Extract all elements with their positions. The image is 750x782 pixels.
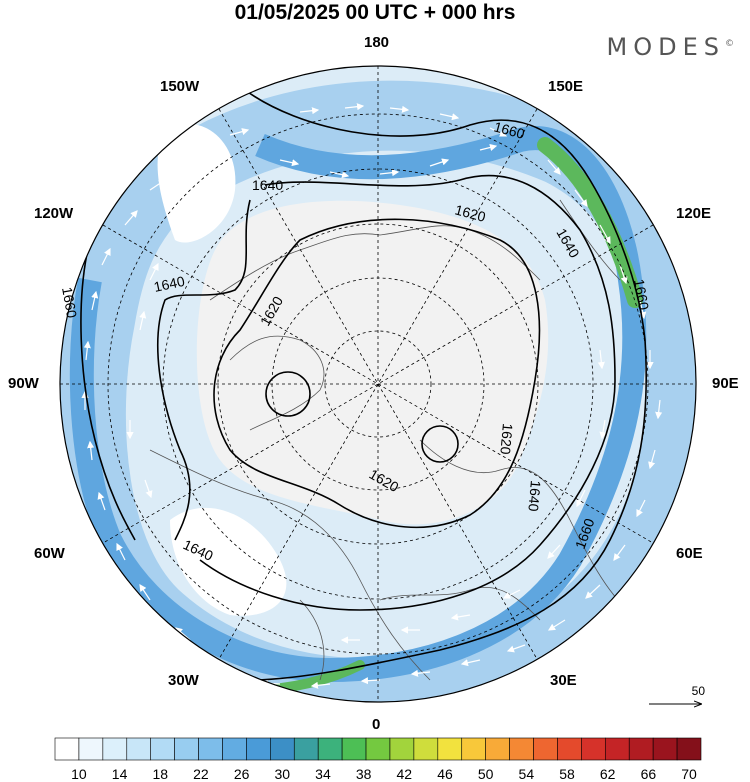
reference-vector-arrow [649, 697, 705, 711]
colorbar-swatch [174, 737, 199, 761]
colorbar-swatch [509, 737, 534, 761]
contour-1640-north [199, 174, 616, 611]
colorbar-tick-label: 62 [599, 766, 616, 782]
colorbar-tick-label: 26 [233, 766, 250, 782]
contour-label: 1660 [631, 278, 652, 312]
geopotential-contours [80, 89, 647, 681]
colorbar-swatch [581, 737, 606, 761]
lon-label-30e: 30E [550, 672, 577, 689]
map-boundary [59, 65, 697, 703]
colorbar-swatch [78, 737, 104, 761]
reference-vector-label: 50 [691, 684, 705, 698]
colorbar-tick-label: 54 [518, 766, 535, 782]
colorbar-swatch [652, 737, 678, 761]
map-disk [60, 66, 696, 702]
map-title: 01/05/2025 00 UTC + 000 hrs [234, 1, 516, 24]
colorbar-swatch [485, 737, 510, 761]
colorbar-swatch [102, 737, 128, 761]
lon-label-30w: 30W [168, 672, 199, 689]
coastlines [149, 199, 641, 681]
jet-stream-ring-strong [69, 126, 647, 683]
closed-low-canada [265, 371, 311, 417]
brand-name: MODES [606, 33, 725, 61]
closed-low-siberia [421, 425, 459, 463]
colorbar-swatch [126, 737, 152, 761]
colorbar-tick-label: 14 [111, 766, 128, 782]
colorbar-tick-label: 22 [193, 766, 209, 782]
lon-label-180: 180 [364, 34, 390, 51]
colorbar-swatch [389, 737, 415, 761]
colorbar-tick-label: 66 [640, 766, 657, 782]
contour-1660-north [244, 89, 647, 681]
colorbar-swatch [293, 737, 319, 761]
wind-speed-colorbar [54, 737, 702, 761]
lon-label-120w: 120W [34, 205, 74, 222]
colorbar-tick-label: 46 [437, 766, 453, 782]
lon-label-150e: 150E [548, 78, 584, 95]
lon-label-120e: 120E [676, 205, 712, 222]
colorbar-tick-label: 58 [559, 766, 575, 782]
colorbar-tick-label: 42 [396, 766, 413, 782]
colorbar-swatch [54, 737, 80, 761]
colorbar-tick-label: 18 [152, 766, 169, 782]
colorbar-tick-label: 34 [315, 766, 331, 782]
contour-label: 1620 [497, 423, 516, 456]
wind-vectors [81, 103, 663, 689]
colorbar-swatch [198, 737, 223, 761]
low-wind-region [196, 200, 549, 525]
colorbar-swatch [437, 737, 463, 761]
brand-mark: © [725, 39, 734, 49]
colorbar-swatch [413, 737, 439, 761]
colorbar-swatch [604, 737, 630, 761]
lon-label-90e: 90E [712, 375, 739, 392]
colorbar-swatch [246, 737, 271, 761]
graticule [60, 66, 696, 702]
lon-label-60w: 60W [34, 545, 65, 562]
colorbar-tick-label: 38 [355, 766, 372, 782]
lon-label-60e: 60E [676, 545, 703, 562]
colorbar-tick-label: 70 [681, 766, 697, 782]
calm-pocket-pacific [157, 123, 236, 243]
contour-1640-west [157, 199, 251, 541]
contour-1660-west [80, 239, 136, 541]
colorbar-swatch [628, 737, 654, 761]
colorbar-swatch [461, 737, 486, 761]
lon-label-150w: 150W [160, 78, 200, 95]
colorbar-swatch [365, 737, 391, 761]
colorbar-tick-label: 10 [71, 766, 87, 782]
colorbar-swatch [317, 737, 343, 761]
colorbar-swatch [222, 737, 247, 761]
contour-1620 [213, 218, 541, 529]
contour-label: 1660 [492, 118, 526, 142]
lon-label-90w: 90W [8, 375, 39, 392]
jet-core [537, 137, 643, 308]
contour-label: 1640 [252, 177, 283, 193]
colorbar-swatch [270, 737, 295, 761]
colorbar-swatch [557, 737, 582, 761]
colorbar-swatch [341, 737, 367, 761]
colorbar-tick-label: 50 [477, 766, 494, 782]
contour-label: 1640 [525, 480, 544, 513]
calm-pocket-atlantic [170, 507, 287, 616]
contour-label: 1640 [152, 273, 186, 295]
lon-label-0: 0 [372, 716, 381, 733]
colorbar-swatch [533, 737, 558, 761]
modes-logo: MODES© [607, 33, 734, 61]
contour-label: 1660 [59, 286, 80, 320]
colorbar-tick-label: 30 [274, 766, 291, 782]
colorbar-swatch [150, 737, 175, 761]
colorbar-swatch [676, 737, 702, 761]
contour-label: 1620 [453, 201, 487, 225]
